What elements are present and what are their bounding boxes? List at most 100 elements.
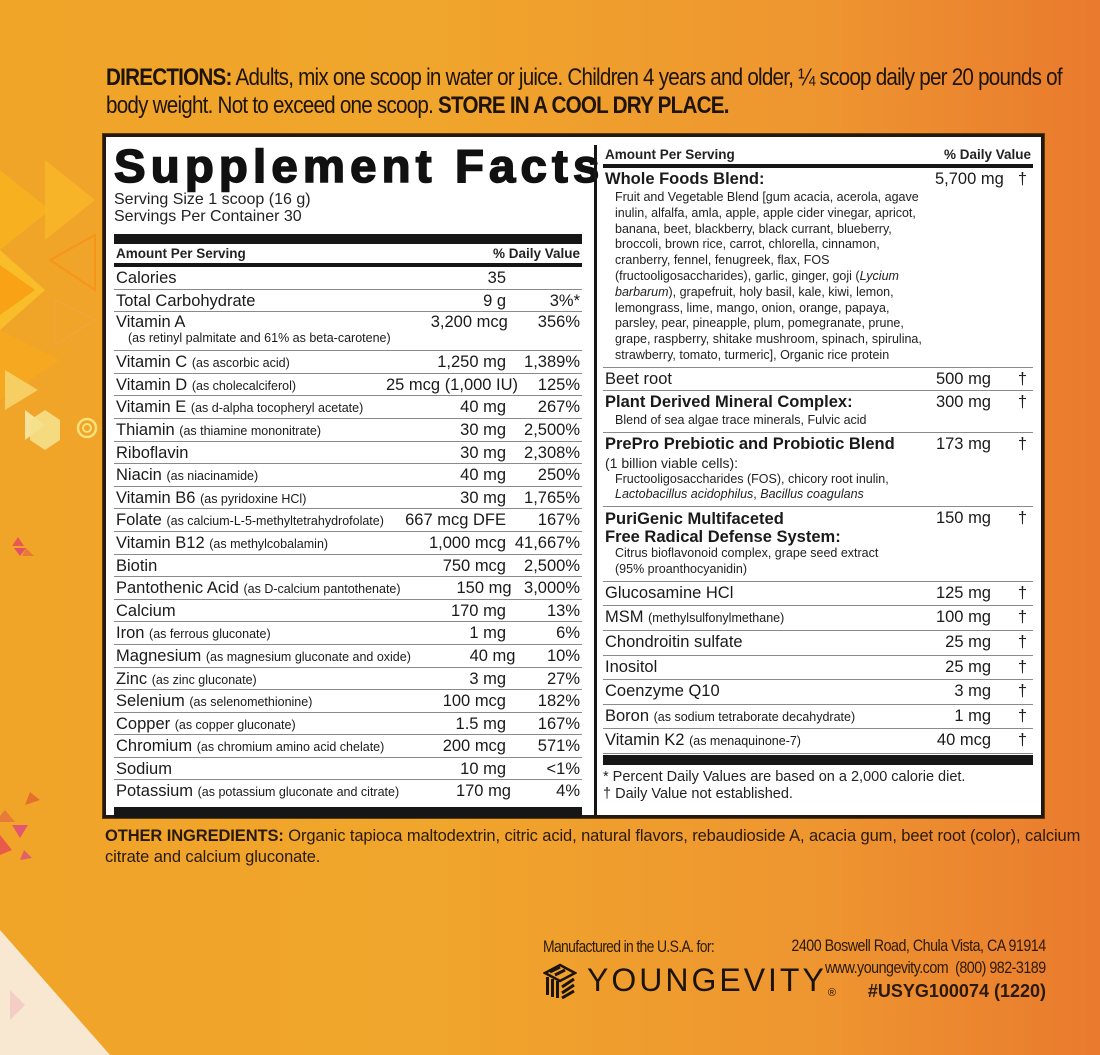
- ingredient-name: Glucosamine HCl: [605, 583, 734, 602]
- dagger-icon: †: [1017, 632, 1027, 651]
- nutrient-name: Potassium: [116, 782, 194, 801]
- nutrient-row: Riboflavin 30 mg 2,308%: [114, 442, 582, 465]
- divider-thick-right: [603, 754, 1033, 765]
- nutrient-source: (as calcium-L-5-methyltetrahydrofolate): [166, 514, 384, 529]
- nutrient-row: Selenium (as selenomethionine) 100 mcg 182…: [114, 690, 582, 713]
- ingredient-row: Glucosamine HCl 125 mg †: [603, 582, 1033, 607]
- divider-bottom: [114, 807, 582, 819]
- nutrient-daily-value: 4%: [556, 782, 580, 801]
- nutrient-source: (as D-calcium pantothenate): [243, 582, 401, 597]
- directions-label: DIRECTIONS:: [106, 64, 232, 91]
- nutrient-row: Potassium (as potassium gluconate and ci…: [114, 780, 582, 803]
- dagger-icon: †: [1017, 706, 1027, 725]
- nutrient-amount: 1,250 mg: [437, 353, 506, 372]
- column-header-right: Amount Per Serving % Daily Value: [605, 147, 1031, 162]
- nutrient-daily-value: 3,000%: [524, 579, 580, 598]
- nutrient-amount: 30 mg: [460, 488, 506, 507]
- nutrient-amount: 10 mg: [460, 759, 506, 778]
- ingredient-name: Chondroitin sulfate: [605, 632, 743, 651]
- nutrient-amount: 750 mcg: [442, 556, 506, 575]
- dagger-icon: †: [1017, 657, 1027, 676]
- nutrient-name: Vitamin C: [116, 353, 188, 372]
- ingredient-amount: 1 mg: [954, 706, 991, 725]
- nutrient-row: Zinc (as zinc gluconate) 3 mg 27%: [114, 668, 582, 691]
- nutrient-daily-value: 6%: [556, 624, 580, 643]
- blend-row-purigenic: PuriGenic Multifaceted Free Radical Defe…: [603, 507, 1033, 582]
- brand-name: YOUNGEVITY®: [587, 962, 839, 999]
- nutrient-daily-value: 27%: [546, 669, 580, 688]
- nutrient-amount: 1.5 mg: [455, 714, 506, 733]
- divider-thick: [114, 234, 582, 244]
- nutrient-source: (as potassium gluconate and citrate): [197, 785, 400, 800]
- header-daily-value: % Daily Value: [492, 246, 580, 261]
- nutrient-daily-value: 10%: [546, 646, 580, 665]
- nutrient-daily-value: 182%: [537, 692, 580, 711]
- nutrient-name: Niacin: [116, 466, 162, 485]
- nutrient-row: Chromium (as chromium amino acid chelate…: [114, 735, 582, 758]
- dagger-icon: †: [1017, 583, 1027, 602]
- facts-right-column: Amount Per Serving % Daily Value Whole F…: [603, 145, 1033, 803]
- nutrient-daily-value: 167%: [537, 511, 580, 530]
- nutrient-amount: 150 mg: [456, 579, 512, 598]
- nutrient-source: (as ascorbic acid): [191, 356, 290, 371]
- nutrient-row: Pantothenic Acid (as D-calcium pantothen…: [114, 577, 582, 600]
- nutrient-source: (as methylcobalamin): [209, 536, 329, 551]
- dagger-icon: †: [1017, 731, 1027, 750]
- nutrient-daily-value: 1,389%: [524, 353, 580, 372]
- ingredient-name: Inositol: [605, 657, 658, 676]
- nutrient-daily-value: 1,765%: [524, 488, 580, 507]
- nutrient-source: (as ferrous gluconate): [149, 627, 271, 642]
- nutrient-amount: 170 mg: [455, 782, 511, 801]
- nutrient-name: Thiamin: [116, 420, 175, 439]
- directions-text: DIRECTIONS: Adults, mix one scoop in wat…: [106, 64, 1069, 120]
- nutrient-source: (as magnesium gluconate and oxide): [205, 649, 411, 664]
- nutrient-row: Niacin (as niacinamide) 40 mg 250%: [114, 464, 582, 487]
- column-header: Amount Per Serving % Daily Value: [114, 244, 582, 263]
- nutrient-daily-value: 571%: [537, 737, 580, 756]
- nutrient-row-calories: Calories 35: [114, 267, 582, 290]
- nutrient-source: (as thiamine mononitrate): [179, 423, 322, 438]
- ingredient-row: Boron (as sodium tetraborate decahydrate…: [603, 705, 1033, 730]
- nutrient-row: Biotin 750 mcg 2,500%: [114, 555, 582, 578]
- ingredient-row: Chondroitin sulfate 25 mg †: [603, 631, 1033, 656]
- nutrient-name: Iron: [116, 624, 145, 643]
- ingredient-amount: 25 mg: [945, 657, 991, 676]
- nutrient-row: Iron (as ferrous gluconate) 1 mg 6%: [114, 622, 582, 645]
- other-ingredients-text: Organic tapioca maltodextrin, citric aci…: [105, 827, 1081, 866]
- ingredient-name: MSM: [605, 608, 644, 627]
- nutrient-source: (as niacinamide): [166, 469, 259, 484]
- nutrient-name: Vitamin D: [116, 375, 188, 394]
- nutrient-row: Sodium 10 mg <1%: [114, 758, 582, 781]
- nutrient-name: Pantothenic Acid: [116, 579, 239, 598]
- facts-title: Supplement Facts: [113, 140, 605, 192]
- nutrient-source: (as pyridoxine HCl): [200, 491, 307, 506]
- nutrient-daily-value: 250%: [537, 466, 580, 485]
- phone-number: (800) 982-3189: [955, 958, 1046, 977]
- blend-row-whole-foods: Whole Foods Blend: Fruit and Vegetable B…: [603, 168, 1033, 368]
- other-ingredients-label: OTHER INGREDIENTS:: [105, 827, 284, 845]
- nutrient-source: (as cholecalciferol): [191, 378, 297, 393]
- nutrient-daily-value: 13%: [546, 601, 580, 620]
- nutrient-name: Calcium: [116, 601, 176, 620]
- nutrient-amount: 200 mcg: [442, 737, 506, 756]
- footnote-not-established: † Daily Value not established.: [603, 785, 793, 802]
- nutrient-name: Selenium: [116, 692, 185, 711]
- nutrient-amount: 30 mg: [460, 443, 506, 462]
- nutrient-row: Thiamin (as thiamine mononitrate) 30 mg 2,…: [114, 419, 582, 442]
- nutrient-amount: 3 mg: [469, 669, 506, 688]
- ingredient-row: MSM (methylsulfonylmethane) 100 mg †: [603, 606, 1033, 631]
- nutrient-amount: 40 mg: [469, 646, 516, 665]
- nutrient-name: Vitamin B12: [116, 533, 205, 552]
- manufactured-in: Manufactured in the U.S.A. for:: [543, 937, 715, 956]
- whole-foods-ingredients: Fruit and Vegetable Blend [gum acacia, a…: [615, 190, 922, 362]
- divider-medium-right: [603, 164, 1033, 168]
- nutrient-list: Vitamin C (as ascorbic acid) 1,250 mg 1,38…: [114, 351, 582, 803]
- nutrient-name: Chromium: [116, 737, 193, 756]
- nutrient-amount: 100 mcg: [442, 692, 506, 711]
- address: 2400 Boswell Road, Chula Vista, CA 91914: [791, 936, 1047, 955]
- dagger-icon: †: [1017, 608, 1027, 627]
- nutrient-name: Biotin: [116, 556, 158, 575]
- nutrient-row-vitamin-a: Vitamin A (as retinyl palmitate and 61% a…: [114, 312, 582, 352]
- nutrient-source: (as copper gluconate): [174, 717, 296, 732]
- header-amount: Amount Per Serving: [116, 246, 246, 261]
